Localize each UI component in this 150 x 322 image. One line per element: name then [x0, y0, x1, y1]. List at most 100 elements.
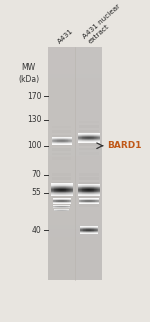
Bar: [95, 189, 96, 190]
Bar: [85, 186, 86, 187]
Bar: [48, 272, 102, 276]
Bar: [69, 190, 70, 191]
Bar: [54, 192, 55, 193]
Bar: [85, 194, 86, 195]
Bar: [88, 195, 89, 196]
Bar: [79, 134, 99, 137]
Bar: [98, 186, 99, 187]
Bar: [92, 191, 93, 192]
Bar: [99, 191, 100, 192]
Bar: [81, 186, 82, 187]
Bar: [48, 144, 102, 148]
Bar: [92, 185, 93, 186]
Bar: [48, 233, 102, 237]
Bar: [48, 218, 102, 222]
Bar: [89, 187, 90, 188]
Bar: [81, 194, 82, 195]
Bar: [67, 185, 68, 186]
Bar: [84, 191, 85, 192]
Bar: [87, 191, 88, 192]
Bar: [89, 191, 90, 192]
Bar: [86, 193, 87, 194]
Bar: [81, 188, 82, 189]
Text: A431 nuclear
extract: A431 nuclear extract: [82, 3, 127, 45]
Bar: [57, 184, 58, 185]
Bar: [80, 194, 81, 195]
Bar: [69, 191, 70, 192]
Bar: [54, 190, 55, 191]
Bar: [82, 190, 83, 191]
Bar: [90, 194, 91, 195]
Bar: [61, 194, 62, 195]
Bar: [94, 185, 95, 186]
Bar: [48, 256, 102, 260]
Bar: [94, 191, 95, 192]
Bar: [61, 191, 62, 192]
Bar: [54, 185, 55, 186]
Bar: [48, 229, 102, 233]
Bar: [53, 188, 54, 189]
Bar: [83, 188, 84, 189]
Bar: [92, 190, 93, 191]
Bar: [78, 189, 79, 190]
Bar: [90, 186, 91, 187]
Bar: [51, 190, 52, 191]
Bar: [70, 191, 71, 192]
Bar: [89, 190, 90, 191]
Bar: [52, 157, 71, 160]
Bar: [59, 192, 60, 193]
Bar: [94, 194, 95, 195]
Bar: [54, 193, 55, 194]
Bar: [48, 202, 102, 206]
Bar: [62, 188, 63, 189]
Bar: [58, 184, 59, 185]
Bar: [97, 187, 98, 188]
Bar: [63, 192, 64, 193]
Bar: [91, 195, 92, 196]
Bar: [66, 193, 67, 194]
Bar: [69, 193, 70, 194]
Bar: [87, 187, 88, 188]
Bar: [52, 200, 71, 202]
Bar: [93, 187, 94, 188]
Bar: [82, 184, 83, 185]
Bar: [95, 194, 96, 195]
Bar: [96, 193, 97, 194]
Bar: [78, 185, 79, 186]
Bar: [80, 186, 81, 187]
Bar: [83, 186, 84, 187]
Bar: [52, 153, 71, 155]
Bar: [48, 210, 102, 214]
Bar: [92, 186, 93, 187]
Bar: [67, 192, 68, 193]
Bar: [88, 187, 89, 188]
Bar: [84, 195, 85, 196]
Bar: [55, 195, 56, 196]
Bar: [98, 191, 99, 192]
Bar: [56, 186, 57, 187]
Bar: [79, 195, 99, 198]
Bar: [69, 189, 70, 190]
Bar: [56, 187, 57, 188]
Bar: [58, 187, 59, 188]
Text: 40: 40: [32, 225, 41, 234]
Bar: [86, 191, 87, 192]
Bar: [48, 55, 102, 59]
Bar: [95, 186, 96, 187]
Bar: [52, 194, 53, 195]
Bar: [67, 195, 68, 196]
Bar: [96, 195, 97, 196]
Bar: [71, 189, 72, 190]
Bar: [58, 190, 59, 191]
Bar: [79, 121, 99, 123]
Bar: [86, 185, 87, 186]
Bar: [68, 187, 69, 188]
Bar: [61, 187, 62, 188]
Bar: [96, 184, 97, 185]
Bar: [80, 184, 81, 185]
Bar: [94, 195, 95, 196]
Bar: [57, 193, 58, 194]
Bar: [55, 184, 56, 185]
Bar: [68, 194, 69, 195]
Bar: [58, 193, 59, 194]
